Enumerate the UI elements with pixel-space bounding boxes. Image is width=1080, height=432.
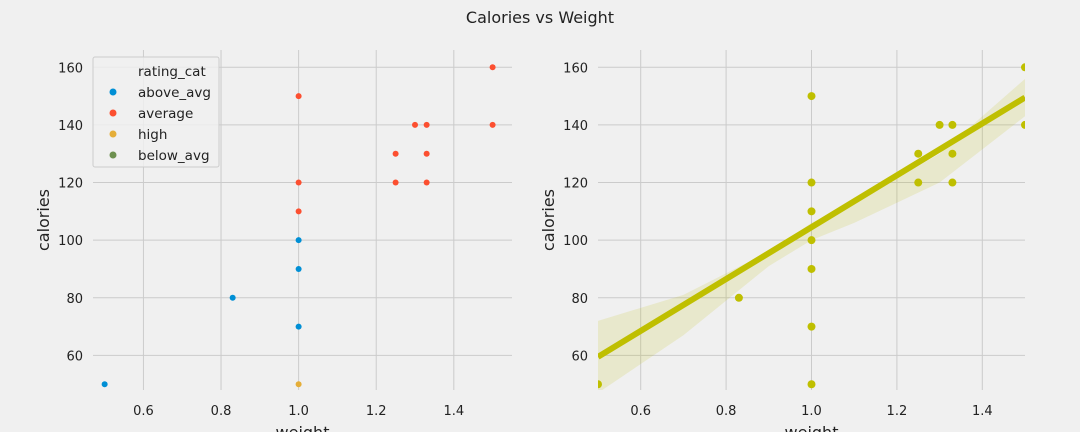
chart-0-x-axis-label: weight (276, 423, 330, 432)
chart-1-y-tick-label-0: 60 (571, 349, 588, 364)
chart-1-point-12 (948, 178, 957, 187)
chart-0-legend-title: rating_cat (138, 64, 206, 80)
chart-0-y-tick-label-0: 60 (66, 349, 83, 364)
chart-0-point-average-1 (295, 179, 302, 186)
chart-0-x-tick-label-3: 1.2 (366, 404, 387, 419)
chart-0-x-tick-label-2: 1.0 (288, 404, 309, 419)
chart-1-confidence-band (598, 78, 1025, 390)
chart-0-point-above_avg-2 (295, 323, 302, 330)
chart-0-legend-label-below_avg: below_avg (138, 148, 210, 164)
chart-0-legend-box (92, 56, 220, 168)
chart-1-point-7 (807, 178, 816, 187)
chart-1-y-axis-label: calories (539, 189, 558, 251)
chart-1-regression-line (598, 94, 1025, 360)
chart-1-point-14 (948, 120, 957, 129)
chart-1-y-tick-label-4: 140 (563, 119, 588, 134)
chart-1-point-13 (948, 149, 957, 158)
chart-0-legend-marker-above_avg (109, 88, 117, 96)
chart-0-point-above_avg-1 (229, 294, 236, 301)
chart-1-x-tick-label-1: 0.8 (716, 404, 737, 419)
chart-1-point-10 (914, 149, 923, 158)
chart-1-point-1 (734, 293, 743, 302)
figure-title: Calories vs Weight (466, 8, 614, 27)
chart-0-plot-area (101, 64, 496, 388)
chart-0-x-tick-label-0: 0.6 (133, 404, 154, 419)
chart-1-y-tick-label-1: 80 (571, 292, 588, 307)
chart-0-legend-label-average: average (138, 106, 193, 122)
chart-1-point-5 (807, 236, 816, 245)
chart-0-point-average-7 (423, 150, 430, 157)
chart-0-point-above_avg-0 (101, 381, 108, 388)
chart-1-point-3 (807, 322, 816, 331)
chart-0-point-high-0 (295, 381, 302, 388)
chart-0-point-above_avg-4 (295, 237, 302, 244)
left-scatter-chart: 0.6 0.8 1.0 1.2 1.4 60 80 100 120 140 160 weight cal… (34, 50, 512, 432)
chart-0-legend-marker-high (109, 130, 117, 138)
chart-0-x-tick-label-4: 1.4 (443, 404, 464, 419)
chart-0-point-above_avg-3 (295, 265, 302, 272)
chart-1-point-2 (807, 380, 816, 389)
chart-1-y-tick-label-5: 160 (563, 61, 588, 76)
chart-1-x-tick-label-0: 0.6 (630, 404, 651, 419)
chart-1-point-11 (935, 120, 944, 129)
chart-0-y-axis-label: calories (34, 189, 53, 251)
chart-0-point-average-10 (489, 64, 496, 71)
chart-0-y-tick-label-3: 120 (58, 177, 83, 192)
chart-0-point-average-2 (295, 93, 302, 100)
chart-0-y-tick-label-2: 100 (58, 234, 83, 249)
right-regression-chart: 0.6 0.8 1.0 1.2 1.4 60 80 100 120 140 160 weight cal… (539, 50, 1025, 432)
chart-1-x-tick-label-2: 1.0 (801, 404, 822, 419)
chart-0-point-average-5 (412, 121, 419, 128)
chart-0-y-tick-label-4: 140 (58, 119, 83, 134)
chart-1-x-axis-label: weight (785, 423, 839, 432)
chart-0-point-average-3 (392, 179, 399, 186)
chart-1-point-6 (807, 207, 816, 216)
chart-1-point-4 (807, 264, 816, 273)
chart-1-y-tick-label-3: 120 (563, 177, 588, 192)
chart-1-y-tick-label-2: 100 (563, 234, 588, 249)
chart-1-point-9 (914, 178, 923, 187)
chart-0-y-tick-label-1: 80 (66, 292, 83, 307)
chart-1-point-8 (807, 92, 816, 101)
chart-1-plot-area (598, 63, 1025, 390)
chart-0-point-average-4 (392, 150, 399, 157)
chart-0-point-average-6 (423, 179, 430, 186)
chart-0-point-average-0 (295, 208, 302, 215)
chart-1-point-0 (598, 380, 602, 389)
chart-0-legend-label-above_avg: above_avg (138, 85, 211, 101)
chart-1-point-15 (1021, 120, 1025, 129)
chart-1-x-tick-label-3: 1.2 (887, 404, 908, 419)
chart-0-legend-label-high: high (138, 127, 167, 143)
chart-0-y-tick-label-5: 160 (58, 61, 83, 76)
chart-0-legend-marker-average (109, 109, 117, 117)
chart-0-point-average-9 (489, 121, 496, 128)
chart-0-legend-marker-below_avg (109, 151, 117, 159)
chart-0-x-tick-label-1: 0.8 (211, 404, 232, 419)
chart-0-point-average-8 (423, 121, 430, 128)
chart-1-point-16 (1021, 63, 1025, 72)
chart-1-x-tick-label-4: 1.4 (972, 404, 993, 419)
